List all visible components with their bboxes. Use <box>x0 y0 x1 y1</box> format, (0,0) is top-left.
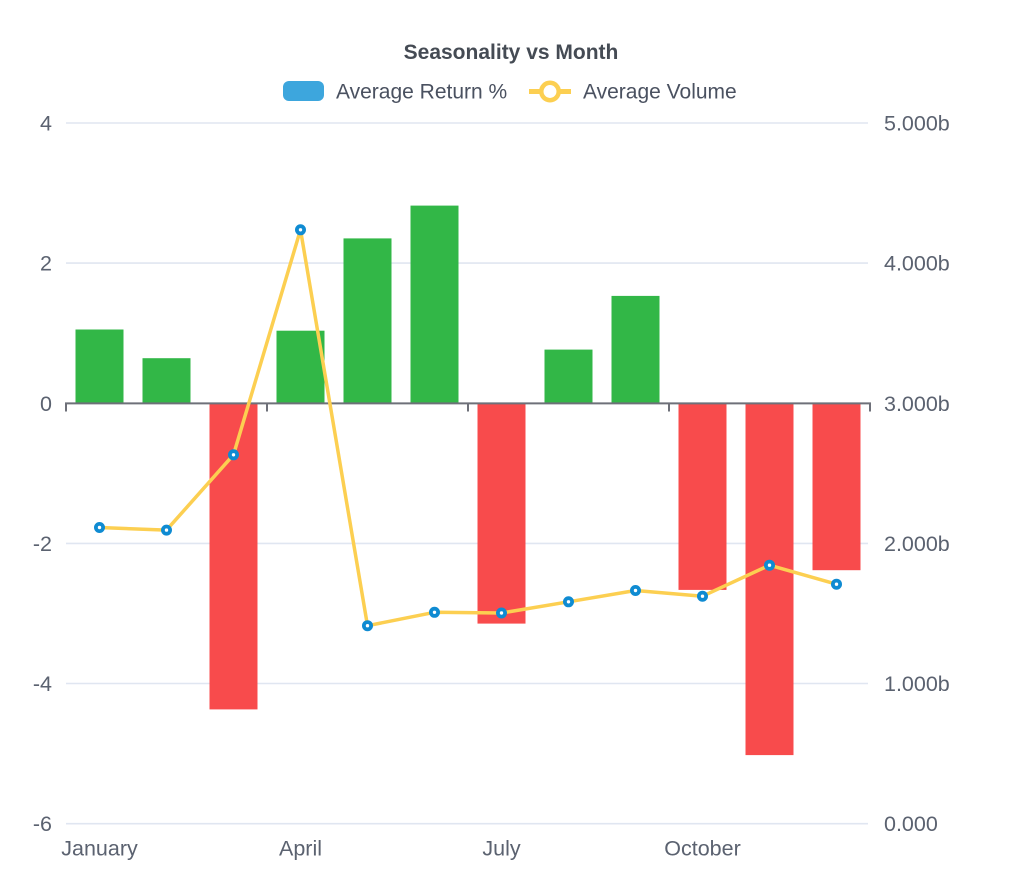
svg-text:January: January <box>61 837 138 861</box>
svg-text:5.000b: 5.000b <box>884 112 950 136</box>
svg-text:0: 0 <box>40 392 52 416</box>
svg-text:Average Return %: Average Return % <box>336 81 507 104</box>
svg-text:2: 2 <box>40 252 52 276</box>
svg-text:4.000b: 4.000b <box>884 252 950 276</box>
svg-text:Average Volume: Average Volume <box>583 81 737 104</box>
svg-text:-4: -4 <box>33 672 52 696</box>
svg-text:1.000b: 1.000b <box>884 672 950 696</box>
svg-text:0.000: 0.000 <box>884 812 938 836</box>
svg-text:October: October <box>664 837 740 861</box>
svg-text:4: 4 <box>40 112 52 136</box>
svg-text:-2: -2 <box>33 532 52 556</box>
svg-text:April: April <box>279 837 322 861</box>
svg-text:-6: -6 <box>33 812 52 836</box>
svg-text:Seasonality vs Month: Seasonality vs Month <box>404 41 619 64</box>
svg-text:July: July <box>482 837 520 861</box>
svg-text:2.000b: 2.000b <box>884 532 950 556</box>
svg-text:3.000b: 3.000b <box>884 392 950 416</box>
